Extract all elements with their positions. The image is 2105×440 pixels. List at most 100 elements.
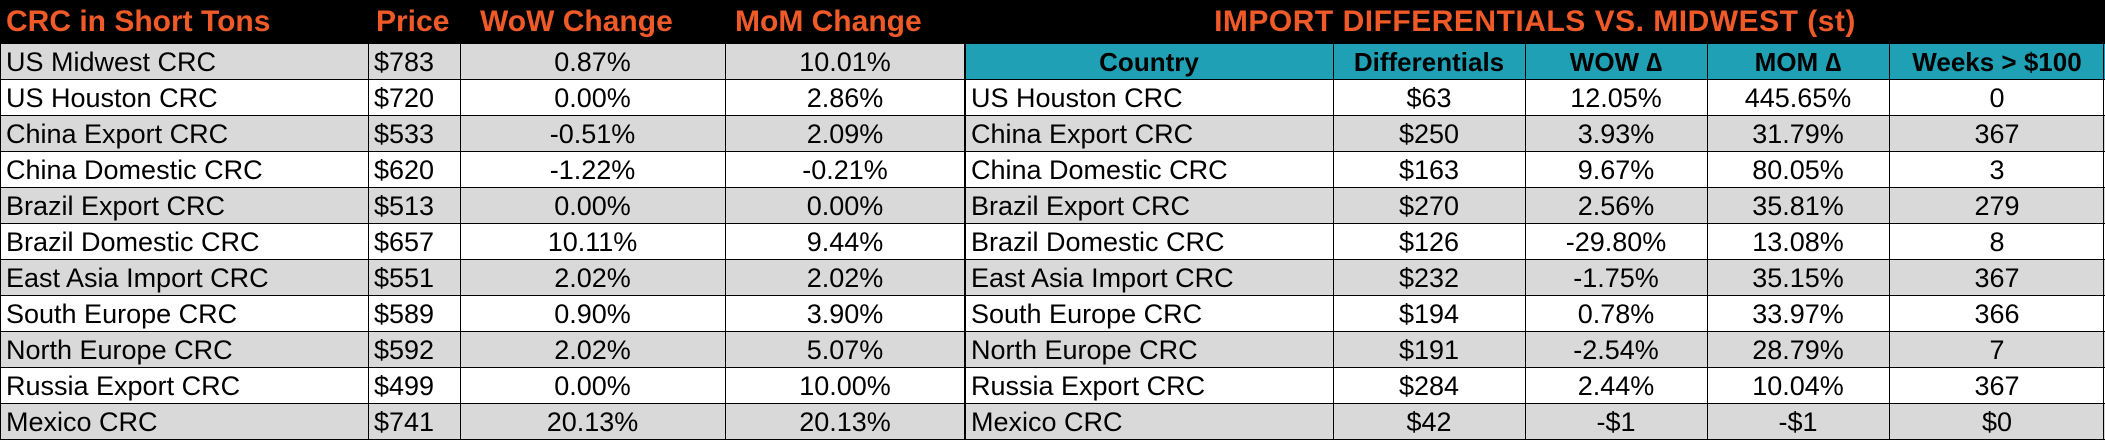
column-divider <box>725 44 726 440</box>
cell-price: $551 <box>374 263 435 293</box>
cell-name: North Europe CRC <box>6 335 233 365</box>
cell-mom: 0.00% <box>806 191 884 221</box>
cell-wow-delta: 2.44% <box>1577 371 1655 401</box>
cell-price: $720 <box>374 83 435 113</box>
import-differentials-title-bar: IMPORT DIFFERENTIALS VS. MIDWEST (st) <box>965 0 2105 44</box>
cell-price: $783 <box>374 47 435 77</box>
cell-wow-delta: 9.67% <box>1577 155 1655 185</box>
column-divider <box>460 44 461 440</box>
cell-price: $741 <box>374 407 435 437</box>
table-row: China Domestic CRC $163 9.67% 80.05% 3 <box>965 152 2105 188</box>
cell-price: $533 <box>374 119 435 149</box>
cell-wow-delta: 12.05% <box>1570 83 1662 113</box>
table-row: China Export CRC $250 3.93% 31.79% 367 <box>965 116 2105 152</box>
cell-wow: 0.00% <box>554 191 631 221</box>
col-header-wow: WoW Change <box>480 5 673 38</box>
cell-mom-delta: 35.15% <box>1752 263 1844 293</box>
cell-price: $620 <box>374 155 435 185</box>
cell-name: Brazil Domestic CRC <box>6 227 260 257</box>
cell-weeks-over-100: 366 <box>1974 299 2020 329</box>
cell-name: US Midwest CRC <box>6 47 217 77</box>
column-divider <box>964 44 965 440</box>
cell-wow: -1.22% <box>549 155 636 185</box>
col-header-wow-delta: WOW ∆ <box>1569 47 1663 77</box>
cell-mom: 9.44% <box>806 227 884 257</box>
cell-differential: $194 <box>1398 299 1460 329</box>
cell-country: Brazil Domestic CRC <box>971 227 1225 257</box>
cell-differential: $270 <box>1398 191 1460 221</box>
table-row: Mexico CRC $741 20.13% 20.13% <box>0 404 965 440</box>
crc-price-table-header: CRC in Short Tons Price WoW Change MoM C… <box>0 0 965 44</box>
cell-weeks-over-100: 8 <box>1989 227 2005 257</box>
col-header-weeks-over-100: Weeks > $100 <box>1912 47 2082 77</box>
cell-country: East Asia Import CRC <box>971 263 1234 293</box>
cell-differential: $250 <box>1398 119 1460 149</box>
cell-price: $513 <box>374 191 435 221</box>
column-divider <box>1889 44 1890 440</box>
cell-mom: 2.86% <box>806 83 884 113</box>
column-divider <box>1707 44 1708 440</box>
cell-wow-delta: -2.54% <box>1573 335 1659 365</box>
table-row: US Midwest CRC $783 0.87% 10.01% <box>0 44 965 80</box>
cell-differential: $63 <box>1406 83 1452 113</box>
cell-country: Mexico CRC <box>971 407 1123 437</box>
cell-differential: $42 <box>1406 407 1452 437</box>
cell-mom-delta: 10.04% <box>1752 371 1844 401</box>
table-row: East Asia Import CRC $232 -1.75% 35.15% 367 <box>965 260 2105 296</box>
cell-mom-delta: 33.97% <box>1752 299 1844 329</box>
cell-wow: 0.00% <box>554 371 631 401</box>
cell-weeks-over-100: 7 <box>1989 335 2005 365</box>
cell-mom-delta: 35.81% <box>1752 191 1844 221</box>
cell-mom: -0.21% <box>802 155 888 185</box>
column-divider <box>368 44 369 440</box>
cell-price: $499 <box>374 371 435 401</box>
cell-weeks-over-100: $0 <box>1981 407 2013 437</box>
col-header-mom: MoM Change <box>735 5 922 38</box>
column-divider <box>0 44 1 440</box>
cell-country: South Europe CRC <box>971 299 1203 329</box>
cell-price: $589 <box>374 299 435 329</box>
column-divider <box>2103 44 2104 440</box>
cell-wow: 0.00% <box>554 83 631 113</box>
col-header-price: Price <box>376 5 450 38</box>
table-row: South Europe CRC $194 0.78% 33.97% 366 <box>965 296 2105 332</box>
table-row: South Europe CRC $589 0.90% 3.90% <box>0 296 965 332</box>
table-row: North Europe CRC $191 -2.54% 28.79% 7 <box>965 332 2105 368</box>
cell-mom: 3.90% <box>806 299 884 329</box>
cell-mom: 10.00% <box>799 371 891 401</box>
cell-mom: 10.01% <box>799 47 891 77</box>
cell-mom-delta: -$1 <box>1778 407 1818 437</box>
cell-wow-delta: -1.75% <box>1573 263 1659 293</box>
cell-mom: 2.09% <box>806 119 884 149</box>
cell-mom-delta: 445.65% <box>1744 83 1852 113</box>
cell-mom: 5.07% <box>806 335 884 365</box>
cell-name: East Asia Import CRC <box>6 263 269 293</box>
cell-weeks-over-100: 0 <box>1989 83 2005 113</box>
col-header-differentials: Differentials <box>1353 47 1505 77</box>
cell-wow: 2.02% <box>554 335 631 365</box>
col-header-crc: CRC in Short Tons <box>6 5 271 38</box>
table-row: Brazil Export CRC $270 2.56% 35.81% 279 <box>965 188 2105 224</box>
cell-mom-delta: 80.05% <box>1752 155 1844 185</box>
table-row: China Export CRC $533 -0.51% 2.09% <box>0 116 965 152</box>
cell-wow: -0.51% <box>549 119 636 149</box>
import-differentials-column-header: Country Differentials WOW ∆ MOM ∆ Weeks … <box>965 44 2105 80</box>
cell-wow-delta: 2.56% <box>1577 191 1655 221</box>
cell-name: Brazil Export CRC <box>6 191 226 221</box>
cell-weeks-over-100: 367 <box>1974 263 2020 293</box>
table-row: Mexico CRC $42 -$1 -$1 $0 <box>965 404 2105 440</box>
cell-differential: $191 <box>1398 335 1460 365</box>
cell-country: Brazil Export CRC <box>971 191 1191 221</box>
cell-mom: 2.02% <box>806 263 884 293</box>
cell-wow-delta: 0.78% <box>1577 299 1655 329</box>
table-row: North Europe CRC $592 2.02% 5.07% <box>0 332 965 368</box>
table-row: US Houston CRC $720 0.00% 2.86% <box>0 80 965 116</box>
cell-price: $592 <box>374 335 435 365</box>
col-header-country: Country <box>1099 47 1199 77</box>
cell-country: North Europe CRC <box>971 335 1198 365</box>
cell-weeks-over-100: 279 <box>1974 191 2020 221</box>
cell-weeks-over-100: 367 <box>1974 119 2020 149</box>
table-row: Russia Export CRC $284 2.44% 10.04% 367 <box>965 368 2105 404</box>
table-row: Brazil Domestic CRC $126 -29.80% 13.08% 8 <box>965 224 2105 260</box>
cell-wow: 20.13% <box>546 407 639 437</box>
